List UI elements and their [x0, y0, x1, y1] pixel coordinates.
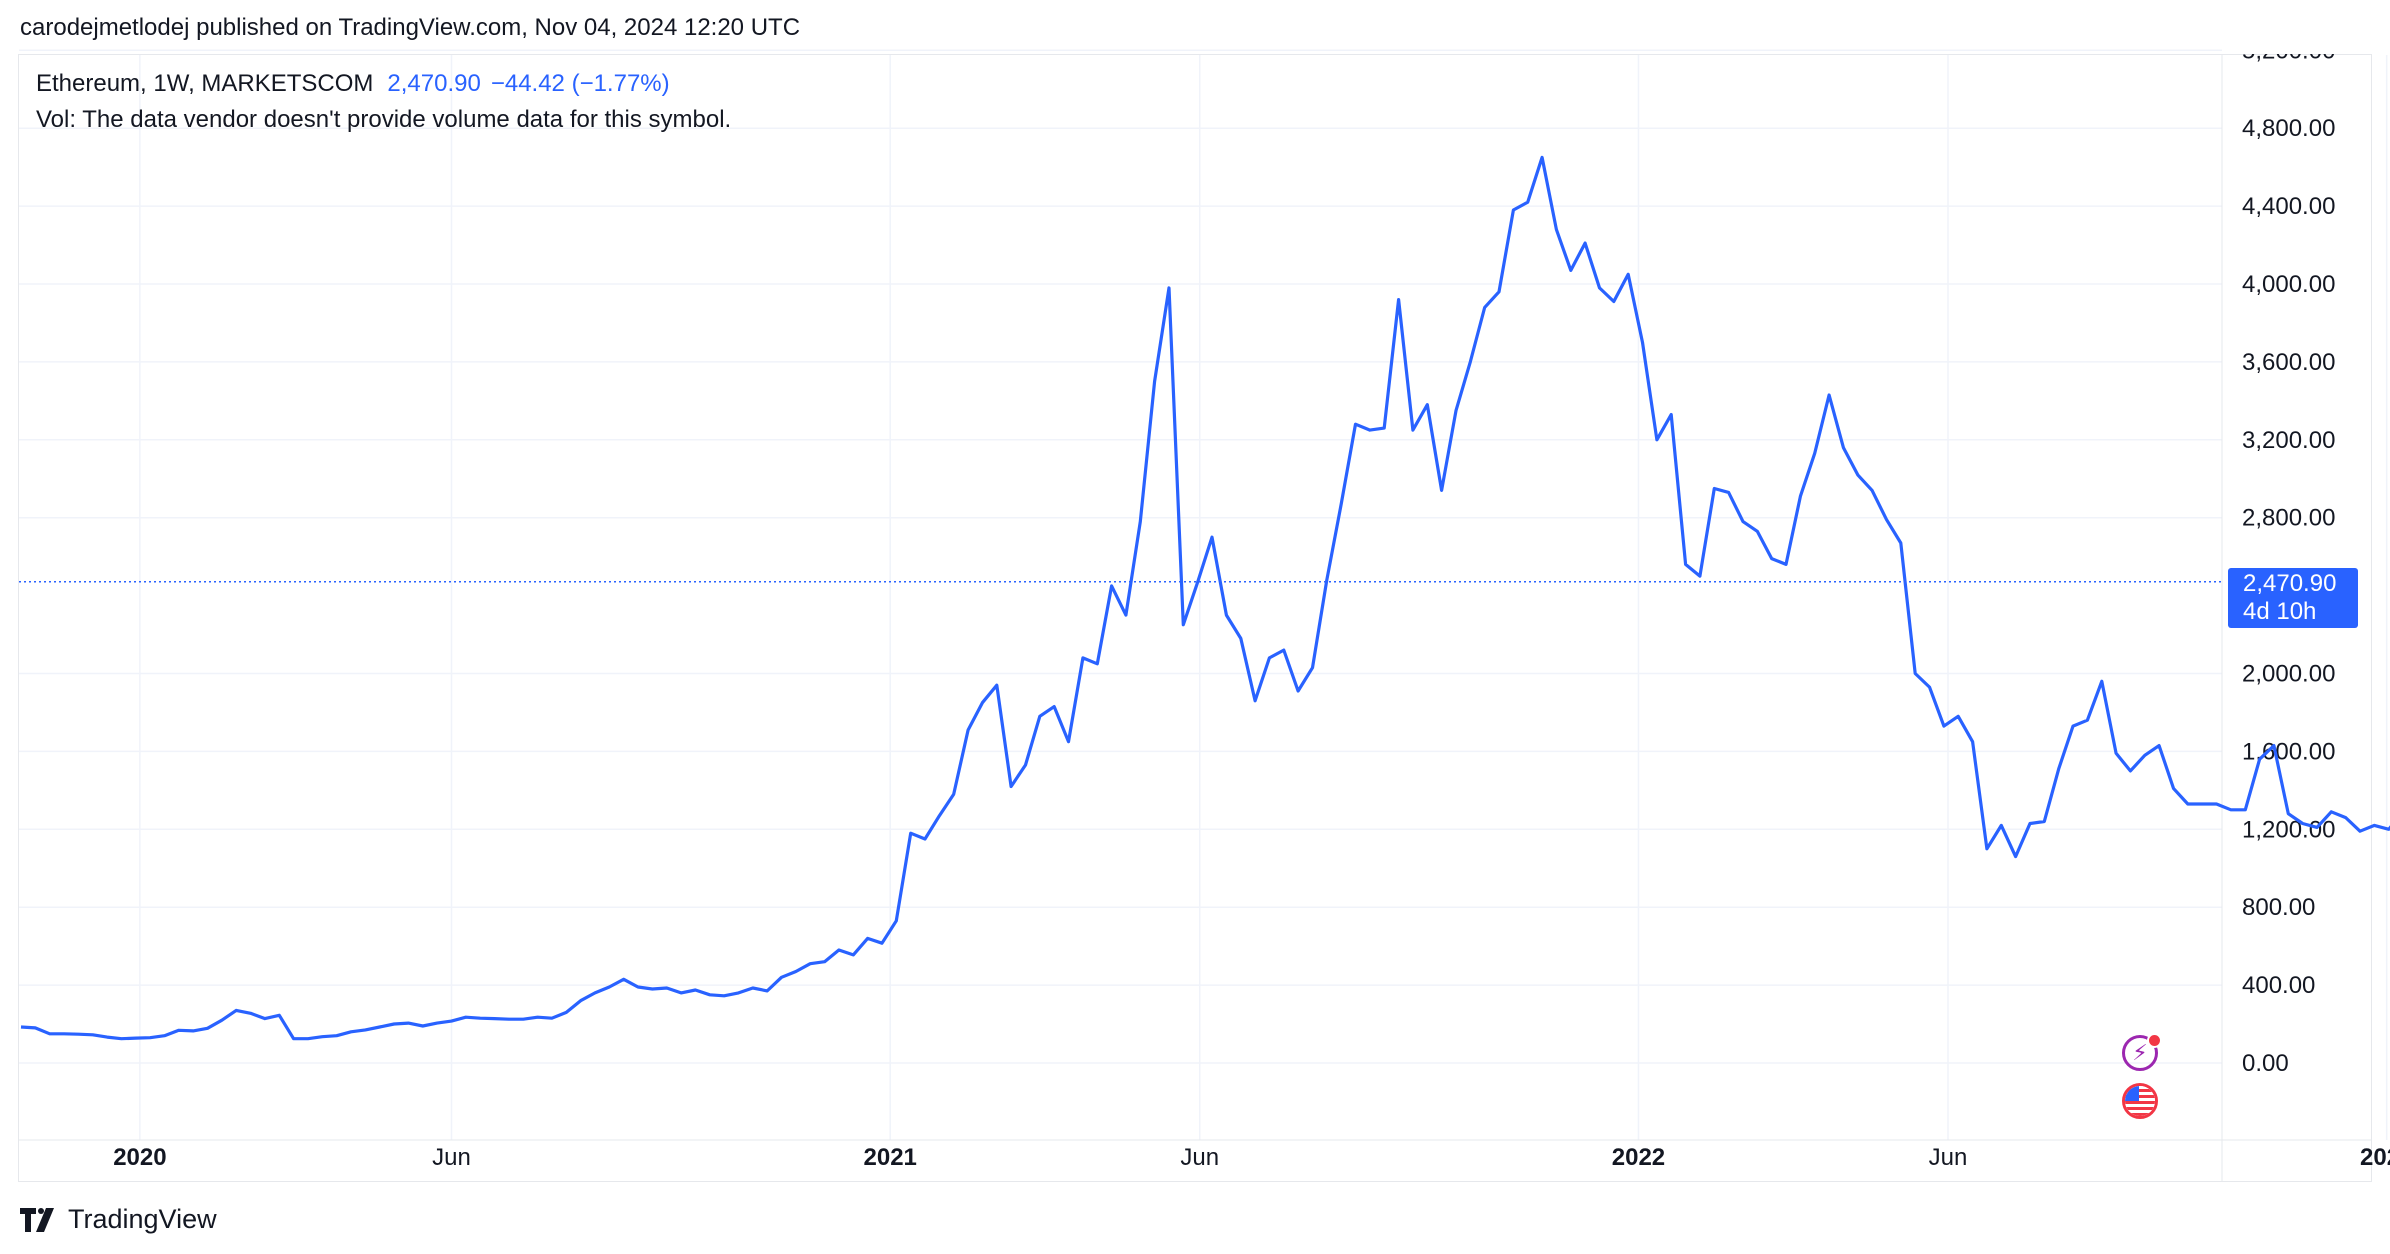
y-tick-label: 2,800.00	[2242, 505, 2335, 532]
volume-note: Vol: The data vendor doesn't provide vol…	[36, 106, 732, 133]
y-tick-label: 3,600.00	[2242, 349, 2335, 376]
y-tick-label: 4,800.00	[2242, 115, 2335, 142]
axis-clip	[2229, 0, 2389, 54]
y-tick-label: 0.00	[2242, 1050, 2289, 1077]
y-tick-label: 800.00	[2242, 894, 2315, 921]
chart-frame	[18, 54, 2372, 1182]
last-price-value: 2,470.90	[2243, 570, 2337, 597]
lightning-icon[interactable]: ⚡	[2122, 1035, 2158, 1071]
published-header: carodejmetlodej published on TradingView…	[20, 14, 801, 41]
symbol-price: 2,470.90	[387, 70, 481, 97]
footer: TradingView	[20, 1204, 217, 1235]
us-flag-icon[interactable]	[2122, 1083, 2158, 1119]
bar-countdown: 4d 10h	[2243, 598, 2317, 625]
symbol-name: Ethereum, 1W, MARKETSCOM	[36, 70, 374, 97]
x-tick-label: Jun	[1929, 1144, 1968, 1171]
y-tick-label: 400.00	[2242, 972, 2315, 999]
notification-dot-icon	[2147, 1033, 2162, 1048]
ethereum-price-line	[20, 155, 2390, 1041]
x-tick-label: 2023	[2360, 1144, 2390, 1171]
y-tick-label: 4,400.00	[2242, 193, 2335, 220]
y-tick-label: 1,600.00	[2242, 738, 2335, 765]
x-tick-label: Jun	[432, 1144, 471, 1171]
x-tick-label: 2021	[864, 1144, 917, 1171]
x-tick-label: Jun	[1180, 1144, 1219, 1171]
y-tick-label: 3,200.00	[2242, 427, 2335, 454]
last-price-label: 2,470.90 4d 10h	[2228, 568, 2358, 628]
tradingview-logo-icon	[20, 1207, 54, 1232]
y-tick-label: 4,000.00	[2242, 271, 2335, 298]
x-tick-label: 2022	[1612, 1144, 1665, 1171]
y-tick-label: 2,000.00	[2242, 661, 2335, 688]
x-tick-label: 2020	[113, 1144, 166, 1171]
y-tick-label: 1,200.00	[2242, 816, 2335, 843]
symbol-change: −44.42 (−1.77%)	[490, 70, 670, 97]
symbol-legend: Ethereum, 1W, MARKETSCOM 2,470.90 −44.42 (…	[36, 70, 670, 98]
footer-brand[interactable]: TradingView	[68, 1204, 217, 1234]
